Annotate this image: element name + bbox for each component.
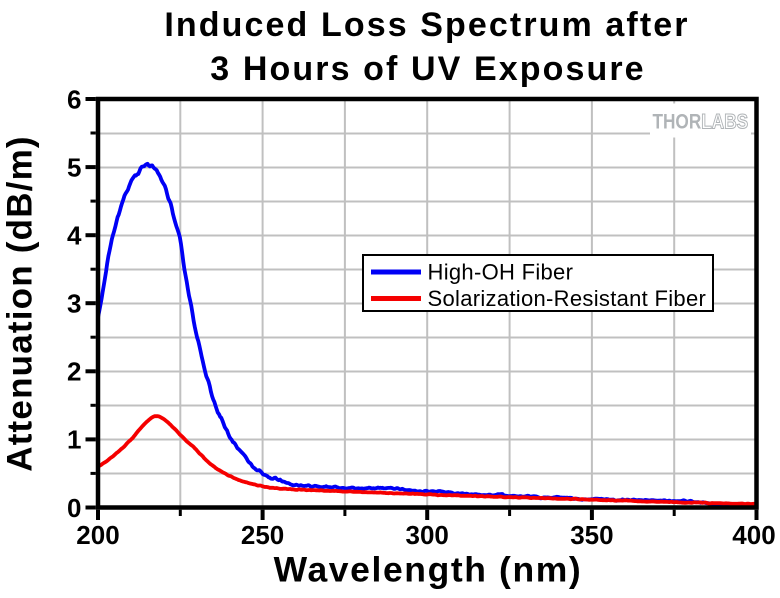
svg-text:5: 5 (67, 152, 81, 182)
svg-text:350: 350 (570, 520, 613, 550)
svg-text:6: 6 (67, 84, 81, 114)
svg-text:THOR: THOR (653, 111, 702, 134)
svg-text:Wavelength (nm): Wavelength (nm) (274, 550, 583, 590)
svg-text:Induced Loss Spectrum after: Induced Loss Spectrum after (164, 6, 689, 44)
svg-text:300: 300 (406, 520, 449, 550)
svg-text:High-OH Fiber: High-OH Fiber (428, 260, 574, 285)
svg-text:3 Hours of UV Exposure: 3 Hours of UV Exposure (210, 50, 645, 88)
svg-text:1: 1 (67, 425, 81, 455)
svg-text:250: 250 (241, 520, 284, 550)
svg-text:Attenuation (dB/m): Attenuation (dB/m) (1, 135, 40, 472)
svg-text:4: 4 (67, 221, 82, 251)
svg-text:2: 2 (67, 357, 81, 387)
svg-text:Solarization-Resistant Fiber: Solarization-Resistant Fiber (428, 286, 707, 311)
svg-text:0: 0 (67, 493, 81, 523)
svg-text:LABS: LABS (701, 111, 748, 134)
svg-text:3: 3 (67, 289, 81, 319)
svg-text:200: 200 (76, 520, 119, 550)
svg-text:400: 400 (732, 520, 775, 550)
